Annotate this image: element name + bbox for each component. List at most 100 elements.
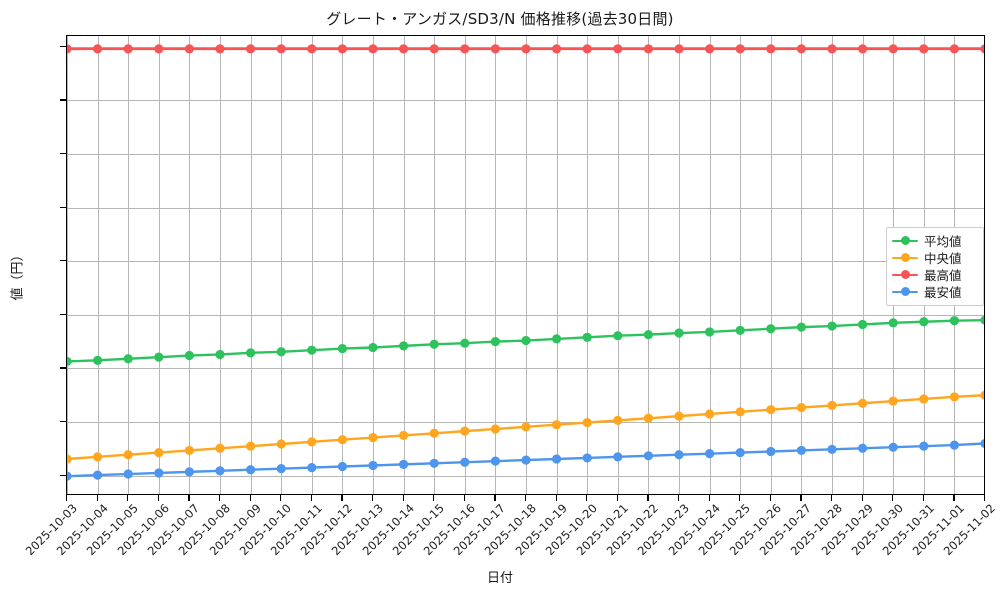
data-point (399, 44, 409, 54)
y-tick-mark (60, 99, 66, 101)
x-tick-mark (188, 495, 190, 501)
gridline-vertical (709, 36, 711, 494)
data-point (858, 319, 868, 330)
data-point (246, 441, 256, 451)
data-point (307, 345, 317, 355)
data-point (215, 349, 225, 360)
gridline-horizontal (67, 100, 984, 102)
x-tick-mark (219, 495, 221, 501)
x-tick-mark (616, 495, 619, 501)
data-point (705, 44, 715, 54)
data-point (796, 445, 807, 456)
data-point (490, 44, 500, 54)
data-point (215, 443, 225, 453)
x-tick-mark (953, 495, 955, 501)
legend-label: 最安値 (924, 285, 962, 300)
data-point (399, 459, 409, 469)
legend-label: 最高値 (924, 268, 962, 283)
data-point (858, 44, 868, 54)
x-tick-mark (157, 495, 160, 501)
data-point (949, 44, 960, 54)
y-tick-mark (60, 474, 66, 476)
gridline-horizontal (67, 368, 984, 370)
x-tick-mark (96, 495, 98, 501)
data-point (154, 352, 164, 362)
gridline-horizontal (67, 314, 984, 316)
data-point (582, 453, 592, 463)
legend-item-1[interactable]: 平均値 (892, 232, 978, 249)
data-point (490, 424, 500, 434)
x-tick-mark (769, 495, 772, 501)
data-point (521, 422, 531, 432)
data-point (827, 444, 837, 454)
gridline-vertical (862, 36, 864, 494)
data-point (735, 44, 745, 54)
x-tick-mark (586, 495, 588, 501)
data-point (184, 467, 194, 477)
x-tick-mark (555, 495, 557, 501)
y-tick-mark (60, 421, 66, 423)
data-point (521, 335, 531, 346)
legend-item-2[interactable]: 中央値 (892, 249, 978, 266)
gridline-horizontal (67, 207, 984, 209)
data-point (246, 348, 256, 358)
gridline-vertical (158, 36, 160, 494)
data-point (888, 442, 898, 452)
y-tick-mark (60, 367, 66, 369)
data-point (796, 44, 807, 54)
data-point (429, 458, 439, 468)
data-point (919, 441, 929, 451)
data-point (399, 430, 409, 441)
data-point (858, 443, 868, 453)
data-point (643, 413, 654, 423)
gridline-vertical (189, 36, 191, 494)
gridline-vertical (617, 36, 619, 494)
series-4 (67, 438, 984, 481)
legend-item-3[interactable]: 最高値 (892, 266, 978, 283)
data-point (368, 460, 378, 471)
y-tick-mark (60, 260, 66, 262)
x-tick-mark (708, 495, 710, 501)
data-point (521, 455, 531, 465)
data-point (67, 454, 72, 464)
gridline-vertical (434, 36, 436, 494)
data-point (980, 44, 984, 54)
y-tick-mark (60, 152, 66, 155)
gridline-vertical (495, 36, 497, 494)
data-point (276, 44, 286, 54)
data-point (123, 450, 133, 460)
data-point (735, 407, 745, 417)
gridline-vertical (832, 36, 833, 494)
data-point (735, 325, 745, 335)
gridline-vertical (67, 36, 68, 494)
data-point (399, 341, 409, 351)
data-point (93, 44, 103, 54)
gridline-vertical (679, 36, 680, 494)
data-point (246, 465, 256, 475)
data-point (154, 447, 164, 458)
x-tick-mark (861, 495, 863, 501)
data-point (93, 355, 103, 365)
legend[interactable]: 平均値 中央値最高値最安値 (886, 227, 984, 306)
data-point (368, 432, 378, 443)
series-1 (67, 315, 984, 367)
data-point (123, 44, 133, 54)
gridline-vertical (403, 36, 405, 494)
data-point (184, 445, 194, 456)
data-point (643, 44, 654, 54)
data-point (613, 452, 623, 462)
plot-area (66, 35, 985, 495)
data-point (276, 347, 286, 357)
gridline-vertical (373, 36, 374, 494)
data-point (735, 447, 745, 458)
data-point (919, 317, 929, 327)
series-3 (67, 44, 984, 54)
data-point (215, 466, 225, 476)
data-point (949, 392, 960, 402)
data-point (337, 44, 347, 54)
legend-item-4[interactable]: 最安値 (892, 283, 978, 300)
x-tick-mark (892, 495, 894, 501)
gridline-horizontal (67, 261, 984, 263)
data-point (368, 44, 378, 54)
x-tick-mark (739, 495, 741, 501)
